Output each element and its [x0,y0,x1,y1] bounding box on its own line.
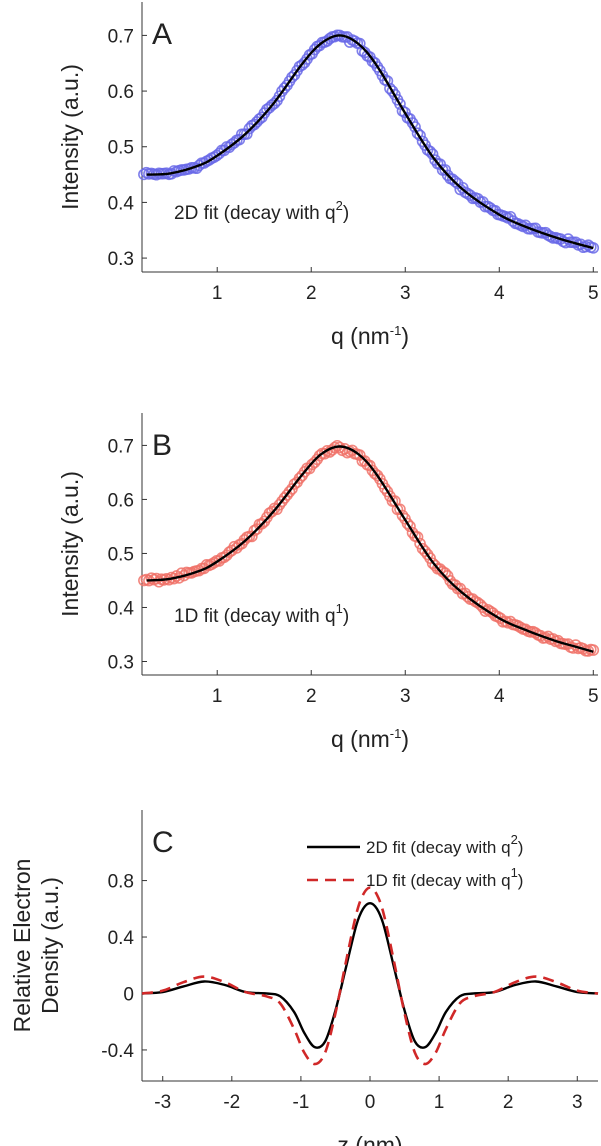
series-line-1 [141,901,599,1049]
chart-panel-b: 1 2 3 4 5 0.3 0.4 0.5 0.6 0.7 Bq (nm-1) Intensity (… [57,413,600,752]
data-point [241,128,253,140]
legend: 2D fit (decay with q2) 1D fit (decay with… [307,832,523,890]
data-point [394,503,406,516]
y-tick-label: 0 [123,984,134,1005]
panel-letter: B [152,429,172,462]
data-point [411,531,424,543]
data-point [381,75,394,87]
chart-panel-c: -3 -2 -1 0 1 2 3 -0.4 0 0.4 0.8 Cz (nm) Relative Ele… [9,810,599,1146]
y-tick-label: 0.4 [108,598,135,619]
y-tick-label: 0.6 [108,490,134,511]
x-tick-label: 2 [503,1092,514,1113]
y-tick-label: 0.6 [108,82,134,103]
data-point [426,148,439,160]
panel-letter: A [152,18,172,51]
x-axis-label: q (nm-1) [331,726,409,752]
data-point [439,164,451,176]
x-tick-label: 5 [588,686,599,707]
y-tick-label: 0.4 [108,928,135,949]
x-tick-label: 1 [212,686,223,707]
y-axis-label: Relative ElectronDensity (a.u.) [9,859,63,1033]
chart-panel-a: 1 2 3 4 5 0.3 0.4 0.5 0.6 0.7 Aq (nm-1) Intensity (… [57,2,600,349]
y-tick-label: 0.5 [108,544,134,565]
y-tick-label: 0.5 [108,138,134,159]
x-tick-label: 3 [400,283,411,304]
data-point [353,37,366,50]
data-point [534,629,547,642]
data-point [389,495,401,507]
x-tick-label: 4 [494,686,505,707]
x-tick-label: 2 [306,283,317,304]
data-point [404,520,416,533]
y-axis-label: Intensity (a.u.) [57,64,83,210]
x-tick-label: 2 [306,686,317,707]
y-tick-label: 0.3 [108,249,134,270]
x-tick-label: -1 [292,1092,309,1113]
y-tick-label: 0.7 [108,436,134,457]
data-point [424,145,436,158]
x-tick-label: -3 [154,1092,171,1113]
fit-curve [146,445,594,653]
x-tick-label: 5 [588,283,599,304]
legend-label-1: 2D fit (decay with q2) [366,832,523,857]
data-point [449,175,462,188]
data-point [414,129,426,142]
x-tick-label: -2 [223,1092,240,1113]
data-point [401,517,414,530]
y-tick-label: 0.3 [108,652,134,673]
fit-annotation: 2D fit (decay with q2) [174,198,349,224]
x-axis-label: q (nm-1) [331,323,409,349]
data-point [409,121,421,133]
y-tick-label: 0.4 [108,193,135,214]
fit-curve [146,34,594,250]
y-axis-label: Intensity (a.u.) [57,471,83,617]
x-axis-label: z (nm) [337,1132,402,1146]
data-point [396,509,409,522]
x-tick-label: 1 [212,283,223,304]
x-tick-label: 0 [365,1092,376,1113]
panel-letter: C [152,826,174,859]
x-tick-label: 3 [400,686,411,707]
x-tick-label: 1 [434,1092,445,1113]
data-point [411,127,424,140]
fit-annotation: 1D fit (decay with q1) [174,601,349,627]
y-tick-label: 0.7 [108,26,134,47]
y-tick-label: 0.8 [108,872,134,893]
legend-label-2: 1D fit (decay with q1) [366,865,523,890]
data-point [394,98,406,110]
x-tick-label: 4 [494,283,505,304]
y-tick-label: -0.4 [101,1041,134,1062]
x-tick-label: 3 [572,1092,583,1113]
series-line-2 [141,886,599,1066]
